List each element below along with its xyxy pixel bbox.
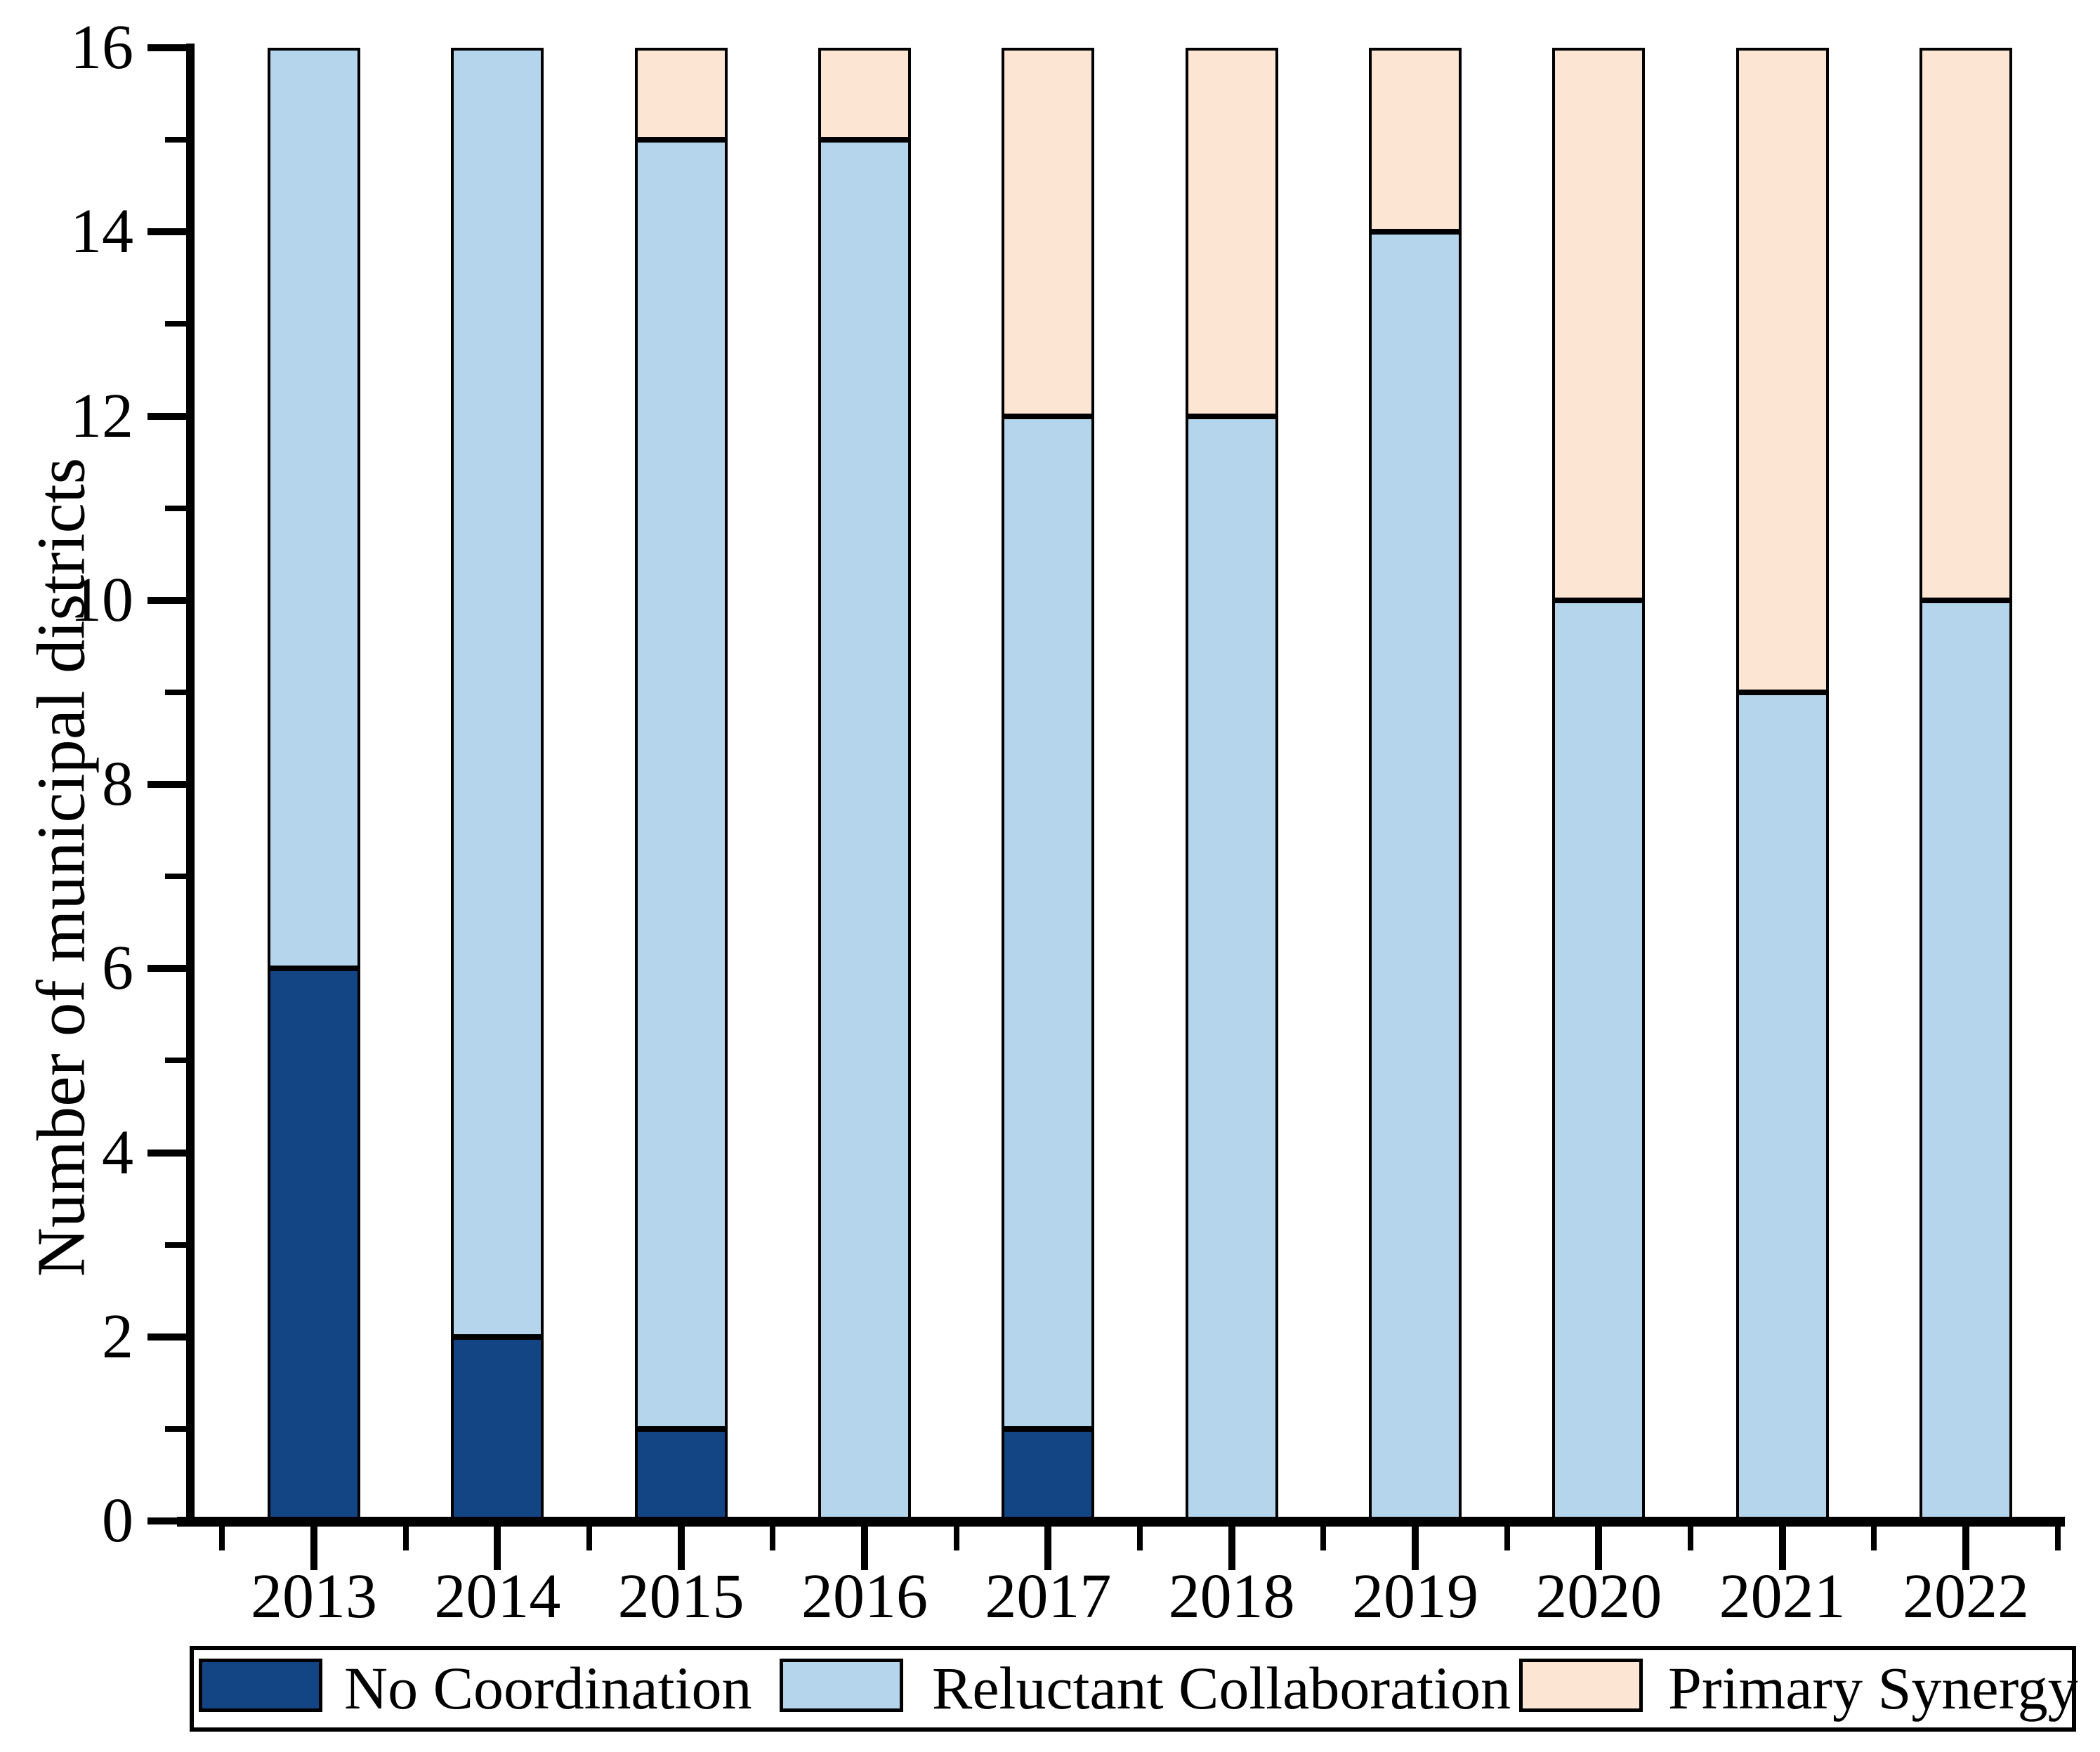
y-minor-tick	[165, 505, 186, 511]
bar-segment-2016-reluctant-collaboration	[818, 140, 911, 1521]
y-major-tick	[147, 412, 186, 420]
x-tick-label-2018: 2018	[1168, 1562, 1295, 1631]
x-minor-tick	[219, 1527, 225, 1550]
x-tick-label-2014: 2014	[434, 1562, 561, 1631]
y-major-tick	[147, 1149, 186, 1157]
bar-segment-2013-no-coordination	[268, 968, 360, 1521]
x-major-tick	[860, 1527, 868, 1570]
y-tick-label: 4	[102, 1117, 133, 1187]
x-minor-tick	[953, 1527, 959, 1550]
x-tick-label-2019: 2019	[1351, 1562, 1478, 1631]
x-major-tick	[494, 1527, 501, 1570]
legend: No Coordination Reluctant Collaboration …	[190, 1646, 2078, 1732]
bar-segment-2020-primary-synergy	[1552, 48, 1646, 600]
x-axis-line	[177, 1517, 2065, 1527]
y-minor-tick	[165, 874, 186, 880]
y-tick-label: 0	[102, 1486, 133, 1555]
bar-segment-2018-primary-synergy	[1185, 48, 1278, 416]
x-major-tick	[677, 1527, 685, 1570]
y-minor-tick	[165, 1425, 186, 1432]
x-tick-label-2015: 2015	[617, 1562, 744, 1631]
bar-segment-2015-primary-synergy	[634, 48, 728, 140]
y-minor-tick	[165, 1058, 186, 1064]
y-minor-tick	[165, 137, 186, 143]
x-tick-label-2022: 2022	[1902, 1562, 2029, 1631]
bar-segment-2022-primary-synergy	[1919, 48, 2012, 600]
bar-segment-2022-reluctant-collaboration	[1919, 600, 2012, 1521]
bar-segment-2017-no-coordination	[1002, 1428, 1095, 1521]
bar-segment-2015-no-coordination	[634, 1428, 728, 1521]
y-minor-tick	[165, 321, 186, 327]
legend-label-reluctant-collaboration: Reluctant Collaboration	[932, 1654, 1511, 1722]
x-major-tick	[1044, 1527, 1052, 1570]
x-major-tick	[1595, 1527, 1603, 1570]
x-minor-tick	[770, 1527, 776, 1550]
x-minor-tick	[2054, 1527, 2061, 1550]
y-tick-label: 8	[102, 749, 133, 819]
y-major-tick	[147, 965, 186, 973]
y-tick-label: 16	[70, 13, 133, 82]
x-minor-tick	[1687, 1527, 1693, 1550]
legend-swatch-no-coordination	[199, 1659, 322, 1712]
bar-segment-2013-reluctant-collaboration	[268, 48, 360, 969]
bar-segment-2017-reluctant-collaboration	[1002, 416, 1095, 1429]
y-major-tick	[147, 228, 186, 236]
x-minor-tick	[1136, 1527, 1143, 1550]
legend-swatch-reluctant-collaboration	[780, 1659, 903, 1712]
bar-segment-2016-primary-synergy	[818, 48, 911, 140]
y-major-tick	[147, 44, 186, 51]
bar-segment-2018-reluctant-collaboration	[1185, 416, 1278, 1521]
x-tick-label-2013: 2013	[251, 1562, 377, 1631]
x-minor-tick	[1504, 1527, 1510, 1550]
x-minor-tick	[402, 1527, 409, 1550]
bar-segment-2019-primary-synergy	[1368, 48, 1462, 232]
x-minor-tick	[1320, 1527, 1327, 1550]
y-tick-label: 2	[102, 1301, 133, 1371]
x-major-tick	[1411, 1527, 1419, 1570]
bar-segment-2021-primary-synergy	[1735, 48, 1829, 692]
x-minor-tick	[1871, 1527, 1877, 1550]
legend-label-no-coordination: No Coordination	[344, 1654, 752, 1722]
y-major-tick	[147, 781, 186, 788]
x-major-tick	[1228, 1527, 1235, 1570]
bar-segment-2014-reluctant-collaboration	[451, 48, 544, 1337]
bar-segment-2020-reluctant-collaboration	[1552, 600, 1646, 1521]
bar-segment-2021-reluctant-collaboration	[1735, 692, 1829, 1521]
y-tick-label: 14	[70, 197, 133, 267]
bar-segment-2014-no-coordination	[451, 1336, 544, 1521]
x-major-tick	[1778, 1527, 1786, 1570]
x-minor-tick	[586, 1527, 592, 1550]
y-axis-line	[186, 44, 195, 1527]
y-major-tick	[147, 596, 186, 604]
y-major-tick	[147, 1333, 186, 1341]
bar-segment-2015-reluctant-collaboration	[634, 140, 728, 1429]
y-major-tick	[147, 1517, 186, 1524]
x-tick-label-2017: 2017	[985, 1562, 1112, 1631]
x-tick-label-2016: 2016	[801, 1562, 928, 1631]
x-tick-label-2021: 2021	[1719, 1562, 1846, 1631]
x-major-tick	[310, 1527, 317, 1570]
bar-segment-2017-primary-synergy	[1002, 48, 1095, 416]
legend-label-primary-synergy: Primary Synergy	[1668, 1654, 2078, 1722]
y-tick-label: 6	[102, 933, 133, 1003]
x-major-tick	[1962, 1527, 1969, 1570]
y-minor-tick	[165, 1241, 186, 1248]
y-tick-label: 10	[70, 565, 133, 635]
bar-segment-2019-reluctant-collaboration	[1368, 232, 1462, 1521]
y-minor-tick	[165, 689, 186, 695]
legend-swatch-primary-synergy	[1519, 1659, 1643, 1712]
x-tick-label-2020: 2020	[1535, 1562, 1662, 1631]
y-tick-label: 12	[70, 381, 133, 451]
